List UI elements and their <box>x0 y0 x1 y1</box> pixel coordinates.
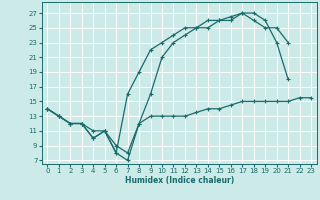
X-axis label: Humidex (Indice chaleur): Humidex (Indice chaleur) <box>124 176 234 185</box>
